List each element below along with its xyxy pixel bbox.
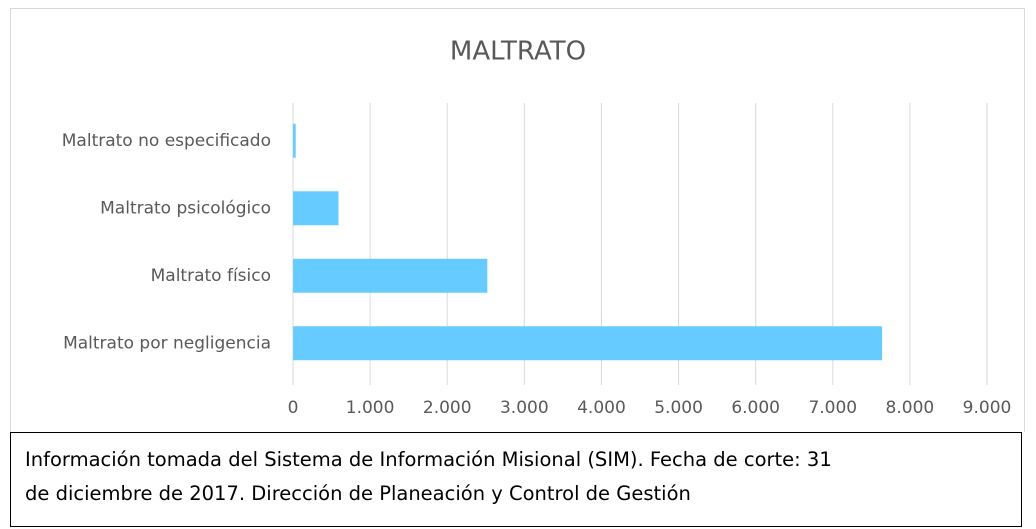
x-tick-label: 6.000 <box>731 398 780 418</box>
bar <box>293 123 296 158</box>
x-tick-label: 2.000 <box>423 398 472 418</box>
caption-line: de diciembre de 2017. Dirección de Plane… <box>25 482 691 505</box>
chart: MALTRATO 0 1.000 2.000 3.000 4.000 5.000 6.000… <box>10 8 1025 432</box>
y-tick-label: Maltrato físico <box>151 266 271 286</box>
y-tick-label: Maltrato psicológico <box>100 198 271 218</box>
bar <box>293 258 488 293</box>
x-tick-label: 1.000 <box>346 398 395 418</box>
x-tick-label: 7.000 <box>808 398 857 418</box>
bar <box>293 191 339 226</box>
chart-title: MALTRATO <box>450 37 586 67</box>
x-tick-label: 9.000 <box>963 398 1012 418</box>
x-tick-label: 4.000 <box>577 398 626 418</box>
caption-line: Información tomada del Sistema de Inform… <box>25 448 832 471</box>
caption: Información tomada del Sistema de Inform… <box>10 432 1022 527</box>
x-tick-label: 5.000 <box>654 398 703 418</box>
x-tick-label: 8.000 <box>886 398 935 418</box>
x-tick-label: 0 <box>288 398 299 418</box>
y-tick-label: Maltrato no especificado <box>62 131 271 151</box>
y-tick-label: Maltrato por negligencia <box>63 333 271 353</box>
x-tick-label: 3.000 <box>500 398 549 418</box>
chart-frame <box>10 8 1025 432</box>
bar <box>293 326 883 361</box>
